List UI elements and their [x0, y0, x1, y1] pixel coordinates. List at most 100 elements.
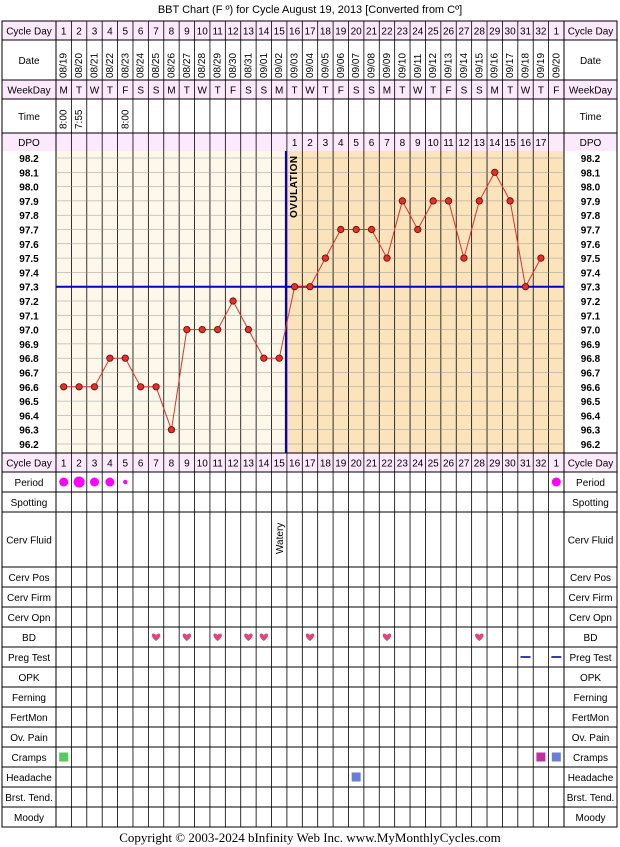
cycle-day-number: 21 — [366, 459, 378, 470]
temp-tick-right: 98.0 — [581, 183, 601, 194]
row-label-spotting-right: Spotting — [572, 498, 609, 509]
row-label-ov_pain-right: Ov. Pain — [572, 733, 610, 744]
weekday-label: M — [275, 86, 283, 97]
cycle-day-number: 28 — [474, 27, 486, 38]
date-label: 08/31 — [243, 53, 254, 78]
row-label-preg_test-left: Preg Test — [8, 653, 50, 664]
dpo-number: 15 — [505, 138, 517, 149]
row-label-spotting-left: Spotting — [11, 498, 48, 509]
date-label: 08/19 — [59, 53, 70, 78]
date-label: 08/24 — [136, 53, 147, 78]
cycle-day-number: 7 — [153, 27, 159, 38]
dpo-number: 12 — [458, 138, 470, 149]
temperature-point — [444, 197, 453, 205]
temp-tick-left: 97.2 — [19, 297, 39, 308]
temp-tick-left: 97.6 — [19, 240, 39, 251]
temp-tick-right: 96.4 — [581, 411, 601, 422]
weekday-label: M — [383, 86, 391, 97]
temperature-point — [460, 254, 468, 262]
temperature-point — [537, 254, 545, 262]
row-label-period-right: Period — [576, 478, 605, 489]
temp-tick-right: 96.2 — [581, 440, 601, 451]
cycle-day-number: 1 — [554, 27, 560, 38]
cycle-day-number: 16 — [289, 27, 301, 38]
weekday-label: T — [292, 86, 298, 97]
row-label-brst_tend-right: Brst. Tend. — [567, 793, 615, 804]
ovulation-label: OVULATION — [289, 155, 300, 218]
dpo-number: 13 — [474, 138, 486, 149]
cycle-day-number: 14 — [258, 459, 270, 470]
row-label-cycle_day-right: Cycle Day — [568, 459, 614, 470]
bd-heart-icon — [213, 633, 222, 641]
date-label: 08/25 — [151, 53, 162, 78]
date-label: 09/01 — [259, 53, 270, 78]
temperature-point — [321, 254, 329, 262]
temp-tick-left: 97.8 — [19, 211, 39, 222]
period-dot — [59, 477, 69, 487]
cycle-day-number: 20 — [351, 27, 363, 38]
row-label-ov_pain-left: Ov. Pain — [10, 733, 48, 744]
temperature-point — [337, 225, 345, 234]
cycle-day-number: 9 — [184, 459, 190, 470]
cycle-day-number: 31 — [520, 459, 532, 470]
temperature-point — [167, 426, 176, 434]
temp-tick-right: 97.9 — [581, 197, 601, 208]
row-label-period-left: Period — [15, 478, 44, 489]
cycle-day-number: 19 — [335, 27, 347, 38]
cycle-day-number: 2 — [76, 459, 82, 470]
weekday-label: T — [538, 86, 544, 97]
weekday-label: F — [230, 86, 236, 97]
row-label-time-right: Time — [580, 112, 602, 123]
dpo-number: 10 — [428, 138, 440, 149]
weekday-label: T — [76, 86, 82, 97]
weekday-label: S — [245, 86, 252, 97]
bd-heart-icon — [244, 633, 253, 641]
temp-tick-right: 97.0 — [581, 326, 601, 337]
time-label: 8:00 — [120, 109, 131, 129]
cycle-day-number: 6 — [138, 27, 144, 38]
date-label: 08/27 — [182, 53, 193, 78]
row-label-cerv_opn-left: Cerv Opn — [8, 613, 51, 624]
temp-tick-left: 96.2 — [19, 440, 39, 451]
temperature-point — [60, 383, 68, 391]
row-label-cerv_firm-right: Cerv Firm — [569, 593, 613, 604]
date-label: 09/17 — [505, 53, 516, 78]
cycle-day-number: 8 — [169, 459, 175, 470]
cycle-day-number: 23 — [397, 27, 409, 38]
bd-heart-icon — [382, 633, 392, 641]
header-row-bg — [2, 80, 617, 99]
temp-tick-left: 97.7 — [19, 226, 39, 237]
weekday-label: T — [430, 86, 436, 97]
cycle-day-number: 27 — [458, 27, 470, 38]
temp-tick-left: 97.3 — [19, 283, 39, 294]
period-dot — [89, 477, 99, 487]
weekday-label: S — [368, 86, 375, 97]
dpo-number: 6 — [369, 138, 375, 149]
weekday-label: T — [107, 86, 113, 97]
cycle-day-number: 20 — [351, 459, 363, 470]
date-label: 09/06 — [336, 53, 347, 78]
weekday-label: W — [198, 86, 208, 97]
temp-tick-left: 96.4 — [19, 411, 39, 422]
dpo-number: 16 — [520, 138, 532, 149]
row-label-moody-left: Moody — [14, 813, 44, 824]
row-label-cerv_pos-right: Cerv Pos — [570, 573, 611, 584]
temperature-point — [260, 354, 268, 362]
dpo-number: 8 — [400, 138, 406, 149]
row-label-opk-left: OPK — [18, 673, 39, 684]
follicular-phase-bg — [56, 151, 287, 453]
row-label-cerv_fluid-right: Cerv Fluid — [568, 536, 614, 547]
cycle-day-number: 1 — [61, 27, 67, 38]
cycle-day-number: 21 — [366, 27, 378, 38]
row-label-bd-left: BD — [22, 633, 36, 644]
header-row-bg — [2, 133, 617, 151]
temperature-point — [183, 325, 191, 334]
bd-heart-icon — [259, 633, 269, 641]
date-label: 09/19 — [536, 53, 547, 78]
dpo-number: 1 — [292, 138, 298, 149]
cycle-day-number: 29 — [489, 459, 501, 470]
temp-tick-right: 98.1 — [581, 168, 601, 179]
row-label-cramps-left: Cramps — [11, 753, 46, 764]
date-label: 08/22 — [105, 53, 116, 78]
cycle-day-number: 30 — [505, 27, 517, 38]
